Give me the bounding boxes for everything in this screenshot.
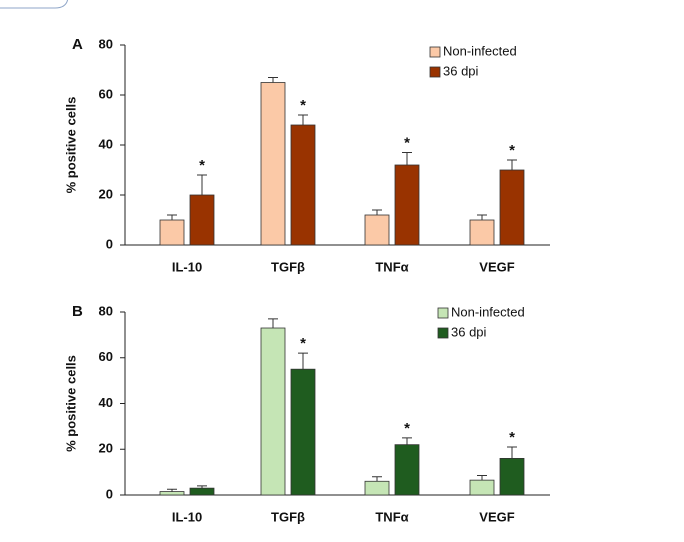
bar	[394, 444, 420, 496]
error-bar	[507, 159, 517, 170]
error-bar	[372, 209, 382, 215]
y-axis-label: % positive cells	[63, 97, 78, 194]
bar	[260, 327, 286, 496]
y-tick-label: 0	[106, 486, 113, 501]
legend-swatch	[429, 46, 441, 58]
ui-frame-edge	[0, 0, 69, 9]
x-tick-label: TGFβ	[271, 259, 305, 274]
bar	[159, 491, 185, 496]
bar	[469, 479, 495, 496]
x-tick-label: TNFα	[375, 509, 408, 524]
error-bar	[507, 446, 517, 459]
error-bar	[477, 214, 487, 220]
error-bar	[477, 475, 487, 481]
legend-label: 36 dpi	[443, 63, 479, 78]
error-bar	[268, 318, 278, 329]
significance-mark: *	[509, 429, 515, 446]
x-tick-label: VEGF	[479, 509, 514, 524]
bar	[499, 457, 525, 496]
y-tick-label: 40	[99, 136, 113, 151]
error-bar	[402, 152, 412, 165]
bar	[364, 214, 390, 246]
bar	[364, 480, 390, 496]
significance-mark: *	[300, 335, 306, 352]
bar	[159, 219, 185, 246]
y-tick-label: 80	[99, 36, 113, 51]
panel-label: A	[72, 36, 83, 53]
error-bar	[402, 437, 412, 445]
bar	[189, 194, 215, 246]
y-tick-label: 20	[99, 441, 113, 456]
bar	[394, 164, 420, 246]
error-bar	[167, 488, 177, 492]
bar	[290, 368, 316, 496]
legend-swatch	[429, 66, 441, 78]
bar	[290, 124, 316, 246]
y-tick-label: 20	[99, 186, 113, 201]
x-tick-label: TNFα	[375, 259, 408, 274]
legend-label: Non-infected	[451, 304, 525, 319]
significance-mark: *	[509, 142, 515, 159]
legend-swatch	[437, 327, 449, 339]
significance-mark: *	[300, 97, 306, 114]
y-tick-label: 40	[99, 395, 113, 410]
legend-label: 36 dpi	[451, 324, 487, 339]
error-bar	[298, 352, 308, 370]
panel-label: B	[72, 303, 83, 320]
significance-mark: *	[404, 420, 410, 437]
x-tick-label: TGFβ	[271, 509, 305, 524]
x-tick-label: IL-10	[172, 259, 202, 274]
error-bar	[197, 485, 207, 489]
error-bar	[197, 174, 207, 195]
y-tick-label: 60	[99, 349, 113, 364]
x-tick-label: VEGF	[479, 259, 514, 274]
bar	[189, 487, 215, 496]
error-bar	[167, 214, 177, 220]
error-bar	[268, 77, 278, 83]
y-tick-label: 0	[106, 236, 113, 251]
error-bar	[372, 476, 382, 482]
legend-swatch	[437, 307, 449, 319]
significance-mark: *	[199, 157, 205, 174]
error-bar	[298, 114, 308, 125]
significance-mark: *	[404, 134, 410, 151]
y-tick-label: 60	[99, 86, 113, 101]
x-tick-label: IL-10	[172, 509, 202, 524]
bar	[499, 169, 525, 246]
bar	[260, 82, 286, 246]
bar	[469, 219, 495, 246]
legend-label: Non-infected	[443, 43, 517, 58]
y-tick-label: 80	[99, 303, 113, 318]
y-axis-label: % positive cells	[63, 355, 78, 452]
